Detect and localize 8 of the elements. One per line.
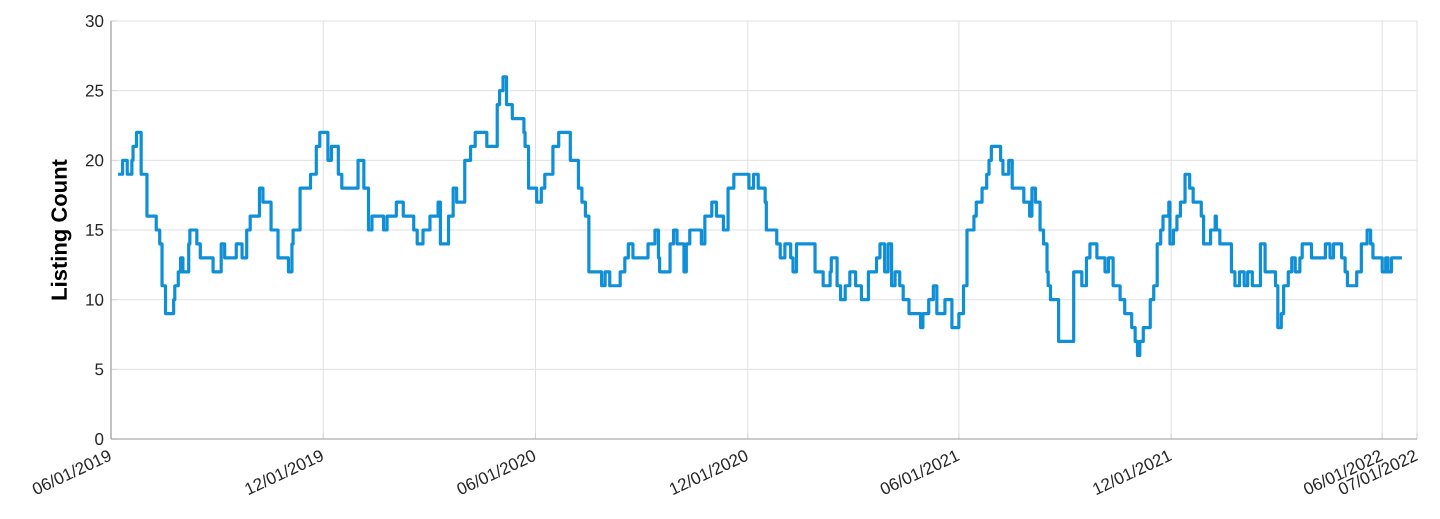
y-tick-label: 10 [86, 293, 104, 306]
y-axis-title: Listing Count [50, 159, 72, 300]
y-tick-label: 20 [85, 154, 104, 167]
y-tick-label: 30 [85, 14, 104, 28]
y-tick-label: 25 [85, 84, 104, 97]
y-tick-label: 0 [95, 432, 104, 446]
y-tick-label: 5 [95, 363, 104, 376]
y-tick-label: 15 [86, 224, 104, 236]
